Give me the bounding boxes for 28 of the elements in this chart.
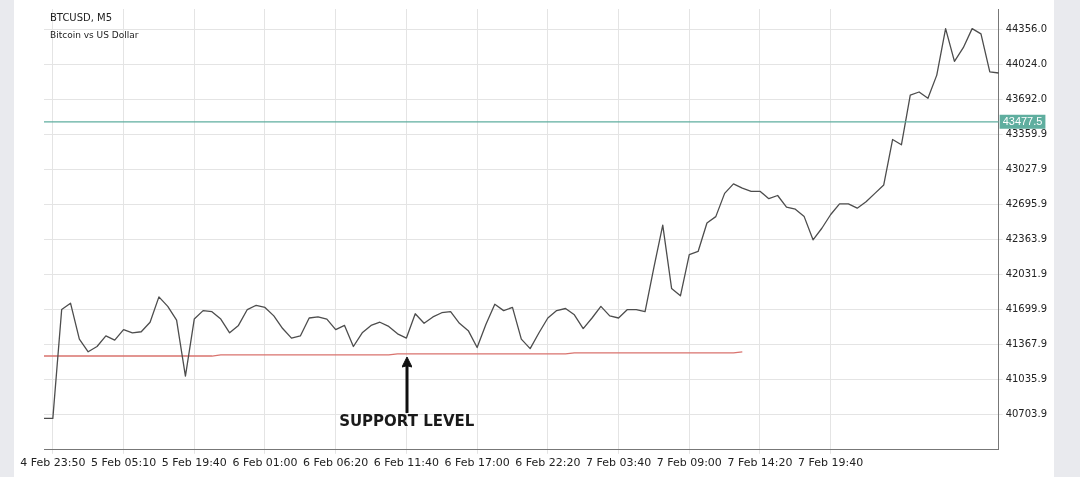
chart-title: BTCUSD, M5 bbox=[50, 11, 113, 23]
annotation: SUPPORT LEVEL bbox=[339, 412, 475, 431]
y-tick-label: 41699.9 bbox=[1005, 303, 1048, 315]
y-tick-label: 44356.0 bbox=[1005, 22, 1048, 34]
x-tick-label: 5 Feb 19:40 bbox=[161, 456, 227, 470]
x-tick-label: 4 Feb 23:50 bbox=[20, 456, 86, 470]
ref-line-label: 43477.5 bbox=[1002, 114, 1043, 127]
x-tick-label: 7 Feb 09:00 bbox=[656, 456, 722, 470]
y-tick-label: 40703.9 bbox=[1005, 408, 1048, 420]
y-tick-label: 43692.0 bbox=[1005, 92, 1048, 104]
y-tick-label: 41035.9 bbox=[1005, 373, 1048, 385]
y-tick-label: 43359.9 bbox=[1005, 127, 1048, 139]
x-tick-label: 5 Feb 05:10 bbox=[90, 456, 157, 470]
x-tick-label: 6 Feb 06:20 bbox=[303, 456, 369, 470]
text: Bitcoin vs US Dollar bbox=[50, 29, 139, 40]
x-tick-label: 7 Feb 19:40 bbox=[798, 456, 864, 470]
x-tick-label: 6 Feb 17:00 bbox=[444, 456, 510, 470]
x-tick-label: 6 Feb 22:20 bbox=[515, 456, 581, 470]
y-tick-label: 42695.9 bbox=[1005, 197, 1048, 209]
y-tick-label: 41367.9 bbox=[1005, 338, 1048, 350]
y-tick-label: 43027.9 bbox=[1005, 162, 1048, 174]
x-tick-label: 7 Feb 03:40 bbox=[585, 456, 652, 470]
x-tick-label: 6 Feb 01:00 bbox=[232, 456, 298, 470]
x-tick-label: 6 Feb 11:40 bbox=[373, 456, 439, 470]
y-tick-label: 42363.9 bbox=[1005, 233, 1048, 245]
y-tick-label: 44024.0 bbox=[1005, 57, 1048, 69]
y-tick-label: 42031.9 bbox=[1005, 268, 1048, 280]
x-tick-label: 7 Feb 14:20 bbox=[727, 456, 793, 470]
